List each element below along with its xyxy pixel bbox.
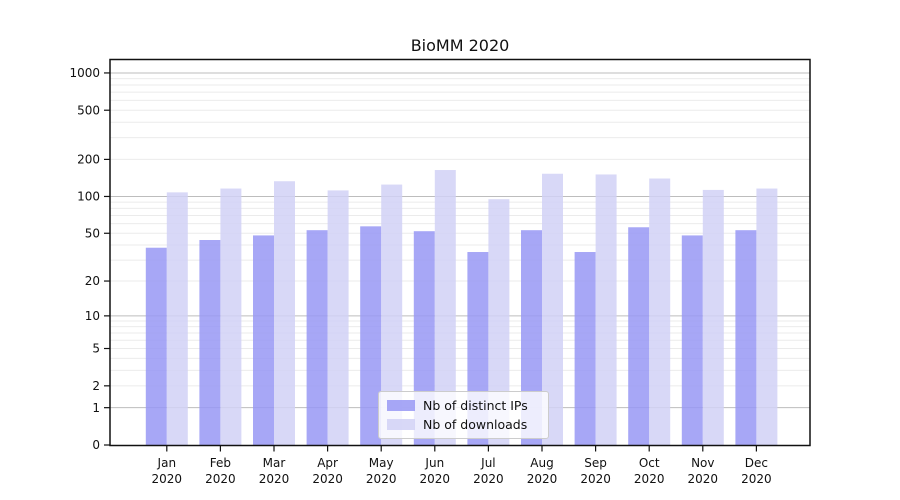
bar-downloads-apr	[327, 190, 349, 446]
plot-border	[109, 58, 811, 447]
x-tick-month-jul: Jul	[480, 456, 495, 470]
y-tick-label-0: 0	[92, 438, 100, 452]
bar-distinct-ips-sep	[574, 252, 596, 446]
y-tick-label-1: 1	[92, 401, 100, 415]
bar-downloads-mar	[274, 181, 295, 446]
y-tick-label-1000: 1000	[69, 66, 100, 80]
x-tick-month-jan: Jan	[157, 456, 177, 470]
y-tick-label-200: 200	[77, 153, 100, 167]
x-tick-month-may: May	[369, 456, 394, 470]
bar-downloads-nov	[702, 189, 724, 446]
bar-downloads-aug	[542, 173, 563, 446]
x-tick-month-aug: Aug	[530, 456, 553, 470]
x-tick-month-apr: Apr	[317, 456, 338, 470]
x-tick-month-mar: Mar	[263, 456, 286, 470]
x-tick-year-jan: 2020	[152, 472, 183, 486]
x-tick-year-feb: 2020	[205, 472, 236, 486]
x-tick-year-oct: 2020	[634, 472, 665, 486]
x-tick-month-jun: Jun	[424, 456, 444, 470]
bar-distinct-ips-oct	[628, 227, 650, 446]
bar-downloads-jul	[488, 199, 510, 446]
y-tick-label-50: 50	[85, 226, 100, 240]
y-tick-label-100: 100	[77, 190, 100, 204]
x-tick-year-nov: 2020	[688, 472, 719, 486]
bar-distinct-ips-may	[360, 226, 382, 446]
x-tick-year-apr: 2020	[312, 472, 343, 486]
x-tick-year-may: 2020	[366, 472, 397, 486]
y-tick-label-5: 5	[92, 342, 100, 356]
bar-distinct-ips-nov	[681, 235, 703, 446]
bar-downloads-dec	[756, 188, 778, 446]
legend-swatch-distinct-ips	[387, 400, 415, 411]
y-tick-label-2: 2	[92, 379, 100, 393]
legend: Nb of distinct IPs Nb of downloads	[378, 391, 549, 439]
x-tick-year-sep: 2020	[580, 472, 611, 486]
x-tick-month-dec: Dec	[745, 456, 768, 470]
bar-downloads-feb	[220, 188, 242, 446]
bar-downloads-jun	[434, 170, 456, 446]
bar-distinct-ips-apr	[306, 230, 328, 446]
bar-distinct-ips-feb	[199, 240, 221, 446]
y-tick-label-500: 500	[77, 103, 100, 117]
y-tick-label-10: 10	[85, 309, 100, 323]
x-tick-month-oct: Oct	[639, 456, 660, 470]
bar-downloads-jan	[166, 192, 188, 446]
legend-item-distinct-ips: Nb of distinct IPs	[387, 398, 539, 413]
x-tick-year-aug: 2020	[527, 472, 558, 486]
legend-label-downloads: Nb of downloads	[423, 417, 528, 432]
y-tick-label-20: 20	[85, 274, 100, 288]
bar-downloads-sep	[595, 174, 617, 446]
x-tick-year-jul: 2020	[473, 472, 504, 486]
bar-downloads-oct	[649, 178, 671, 446]
x-tick-year-dec: 2020	[741, 472, 772, 486]
legend-swatch-downloads	[387, 419, 415, 430]
legend-item-downloads: Nb of downloads	[387, 417, 539, 432]
y-axis: 0 1 2 5 10 20 50 100 200 500 1000	[69, 66, 110, 452]
x-tick-month-feb: Feb	[210, 456, 231, 470]
x-tick-month-sep: Sep	[584, 456, 607, 470]
bar-distinct-ips-jan	[145, 247, 167, 446]
chart-title: BioMM 2020	[410, 36, 510, 55]
x-axis: Jan 2020 Feb 2020 Mar 2020 Apr 2020 May 2020 Jun 20…	[152, 445, 772, 486]
legend-label-distinct-ips: Nb of distinct IPs	[423, 398, 528, 413]
x-tick-year-mar: 2020	[259, 472, 290, 486]
bar-distinct-ips-dec	[735, 230, 757, 446]
bar-downloads-may	[381, 184, 403, 446]
bar-distinct-ips-mar	[253, 235, 274, 446]
x-tick-month-nov: Nov	[691, 456, 714, 470]
x-tick-year-jun: 2020	[420, 472, 451, 486]
